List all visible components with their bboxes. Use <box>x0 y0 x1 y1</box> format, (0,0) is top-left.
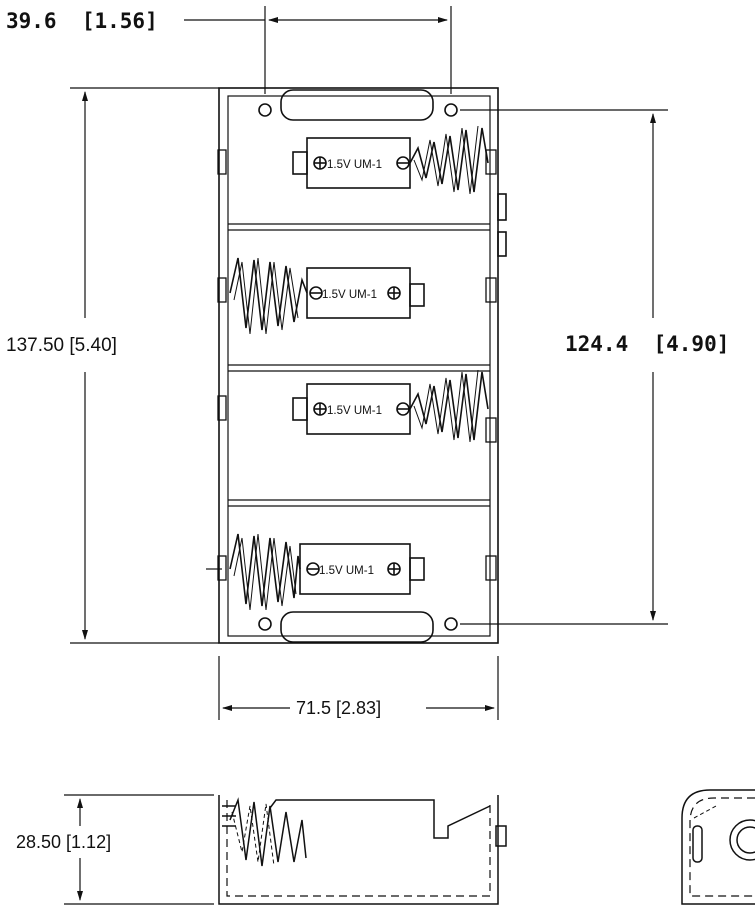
bottom-slot <box>280 611 434 643</box>
holder-inner-wall <box>227 95 491 637</box>
battery-cell-2 <box>229 257 425 335</box>
dim-side-height-label: 28.50 [1.12] <box>16 832 111 852</box>
top-slot <box>280 89 434 121</box>
holder-outline <box>218 87 499 644</box>
top-view <box>206 87 507 644</box>
dim-top-width <box>184 6 452 94</box>
solder-tab-upper <box>497 193 507 221</box>
cell-label: 1.5V UM-1 <box>327 159 382 171</box>
end-view-slot <box>692 825 703 863</box>
compartment-dividers <box>228 223 490 507</box>
side-view <box>218 795 507 905</box>
side-spring <box>229 797 307 867</box>
side-tab <box>495 825 507 847</box>
battery-cell-1 <box>292 125 489 195</box>
dim-mount-height <box>460 109 668 625</box>
dim-overall-width <box>218 656 499 720</box>
dim-overall-width-label: 71.5 [2.83] <box>296 698 381 718</box>
dim-overall-height-label: 137.50 [5.40] <box>6 335 117 356</box>
mount-hole-top-right <box>444 103 458 117</box>
end-view-terminal <box>729 819 755 861</box>
spring-coil <box>229 533 301 607</box>
mount-hole-bottom-left <box>258 617 272 631</box>
cell-label: 1.5V UM-1 <box>327 405 382 417</box>
cell-label: 1.5V UM-1 <box>322 289 377 301</box>
cell-label: 1.5V UM-1 <box>319 565 374 577</box>
terminal-studs <box>217 149 497 581</box>
mount-hole-top-left <box>258 103 272 117</box>
dim-side-height <box>64 794 214 905</box>
solder-tab-lower <box>497 231 507 257</box>
spring-coil <box>409 127 489 193</box>
spring-coil <box>229 257 308 331</box>
dim-mount-height-label: 124.4 [4.90] <box>565 332 729 356</box>
spring-coil <box>409 371 489 441</box>
battery-cell-3 <box>292 369 489 443</box>
dim-top-width-label: 39.6 [1.56] <box>6 9 158 33</box>
battery-cell-4 <box>206 533 425 611</box>
mount-hole-bottom-right <box>444 617 458 631</box>
dim-overall-height <box>70 87 219 644</box>
end-view <box>681 789 755 905</box>
side-wall-cutout <box>269 799 491 839</box>
